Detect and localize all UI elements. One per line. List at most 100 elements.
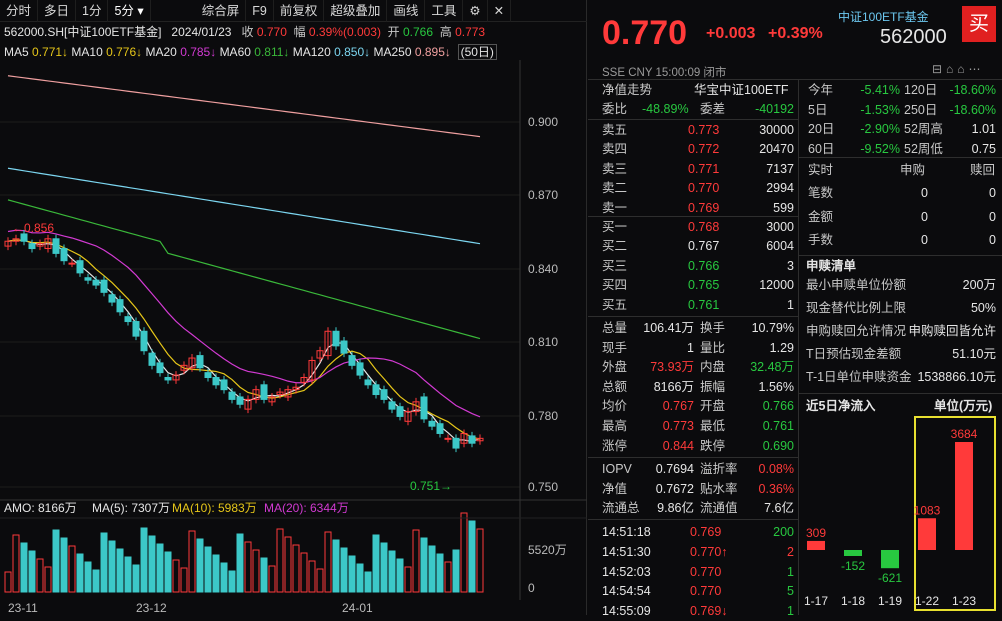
tab-5min-label: 5分 — [114, 3, 134, 18]
buy-button[interactable]: 买 — [962, 6, 996, 42]
bid-price: 0.766 — [688, 258, 720, 273]
netflow-bar — [844, 550, 862, 556]
perf-value: -18.60% — [949, 83, 996, 97]
x-tick: 24-01 — [342, 601, 373, 615]
tools-button[interactable]: 工具 — [425, 0, 464, 22]
close-value: 0.770 — [256, 25, 287, 39]
candle-body — [12, 238, 20, 242]
ma5-label: MA5 — [4, 45, 29, 59]
overlay-button[interactable]: 超级叠加 — [324, 0, 388, 22]
ask-price: 0.770 — [688, 181, 720, 196]
x-tick: 23-11 — [8, 601, 38, 615]
ask-price: 0.769 — [688, 200, 720, 215]
y-tick: 0.840 — [528, 262, 558, 276]
volume-bar — [380, 542, 388, 593]
netflow-bar — [807, 540, 825, 550]
tab-timeshare[interactable]: 分时 — [0, 0, 39, 22]
volume-bar — [268, 565, 276, 593]
candle-body — [148, 352, 156, 366]
stat2-label: 净值 — [602, 481, 628, 496]
candle-body — [372, 384, 380, 396]
y-tick: 0.780 — [528, 409, 558, 423]
bid-price: 0.761 — [688, 297, 720, 312]
panel-tool-icons[interactable]: ⊟⌂⌂⋯ — [932, 62, 985, 76]
tab-1min[interactable]: 1分 — [76, 0, 109, 22]
close-icon[interactable]: ✕ — [488, 0, 512, 22]
tab-5min[interactable]: 5分 ▾ — [108, 0, 151, 22]
ma120-line — [7, 167, 481, 245]
candle-body — [236, 396, 244, 405]
bid-label: 买三 — [602, 258, 628, 273]
high-label: 高 — [439, 25, 452, 39]
volume-bar — [124, 556, 132, 593]
candle-body — [140, 330, 148, 352]
bid-label: 买二 — [602, 239, 628, 254]
tick-time: 14:51:30 — [602, 544, 651, 559]
volume-bar — [76, 553, 84, 593]
tick-volume: 5 — [787, 584, 794, 599]
exchange-status: SSE CNY 15:00:09 闭市 — [602, 67, 727, 79]
candle-body — [452, 437, 460, 449]
period-selector[interactable]: (50日) — [457, 44, 497, 60]
volume-tick: 5520万 — [528, 543, 567, 557]
composite-screen-button[interactable]: 综合屏 — [196, 0, 247, 22]
netflow-value: 309 — [806, 526, 826, 540]
stat-label: 最高 — [602, 419, 628, 433]
list-label: 现金替代比例上限 — [806, 301, 907, 315]
volume-bar — [164, 551, 172, 593]
list-value: 1538866.10元 — [917, 370, 996, 384]
kline-chart[interactable]: 0.900 0.870 0.840 0.810 0.780 0.750 5520… — [0, 60, 587, 615]
stat-label: 总量 — [602, 321, 628, 335]
ma20-value: 0.785↓ — [180, 45, 217, 59]
bid-volume: 1 — [787, 297, 794, 312]
y-tick: 0.870 — [528, 188, 558, 202]
stat-value: 8166万 — [653, 379, 694, 394]
stat-label: 换手 — [700, 321, 726, 335]
f9-button[interactable]: F9 — [246, 0, 274, 22]
gear-icon[interactable]: ⚙ — [463, 0, 488, 22]
draw-button[interactable]: 画线 — [387, 0, 426, 22]
volume-bar — [148, 535, 156, 593]
candle-body — [244, 398, 252, 410]
ask-price: 0.772 — [688, 142, 720, 157]
volume-bar — [44, 566, 52, 593]
candle-body — [220, 379, 228, 391]
sub-subscribe-value: 0 — [921, 186, 928, 200]
volume-bar — [364, 571, 372, 593]
volume-bar — [20, 542, 28, 593]
amp-label: 幅 — [293, 25, 306, 39]
chart-toolbar: 分时 多日 1分 5分 ▾ 综合屏 F9 前复权 超级叠加 画线 工具 ⚙ ✕ — [0, 0, 587, 22]
ma120-value: 0.850↓ — [334, 45, 371, 59]
nav-label[interactable]: 净值走势 — [602, 83, 653, 97]
netflow-category: 1-18 — [841, 594, 865, 608]
volume-bar — [108, 540, 116, 593]
price-change: +0.003 — [706, 25, 756, 42]
bid-label: 买一 — [602, 220, 628, 234]
candle-body — [196, 355, 204, 369]
tick-volume: 1 — [787, 604, 794, 619]
wb-value: -48.89% — [642, 102, 689, 116]
volume-bar — [84, 561, 92, 593]
ask-volume: 599 — [773, 200, 794, 215]
perf-value: -5.41% — [860, 83, 900, 97]
ask-volume: 2994 — [766, 181, 794, 196]
ask-price: 0.773 — [688, 123, 720, 137]
tab-multiday[interactable]: 多日 — [38, 0, 77, 22]
candle-body — [228, 391, 236, 400]
stat-label: 总额 — [602, 379, 628, 394]
bid-price: 0.768 — [688, 220, 720, 234]
candle-body — [476, 437, 484, 442]
adjust-button[interactable]: 前复权 — [274, 0, 325, 22]
candle-body — [84, 277, 92, 281]
stat-label: 涨停 — [602, 438, 628, 453]
candle-body — [60, 248, 68, 262]
candle-body — [436, 423, 444, 434]
tick-time: 14:55:09 — [602, 604, 651, 619]
open-value: 0.766 — [403, 25, 434, 39]
volume-bar — [244, 541, 252, 593]
ask-price: 0.771 — [688, 161, 720, 176]
netflow-category: 1-23 — [952, 594, 976, 608]
ma10-line — [7, 239, 481, 440]
volume-bar — [428, 545, 436, 593]
volume-bar — [252, 549, 260, 593]
